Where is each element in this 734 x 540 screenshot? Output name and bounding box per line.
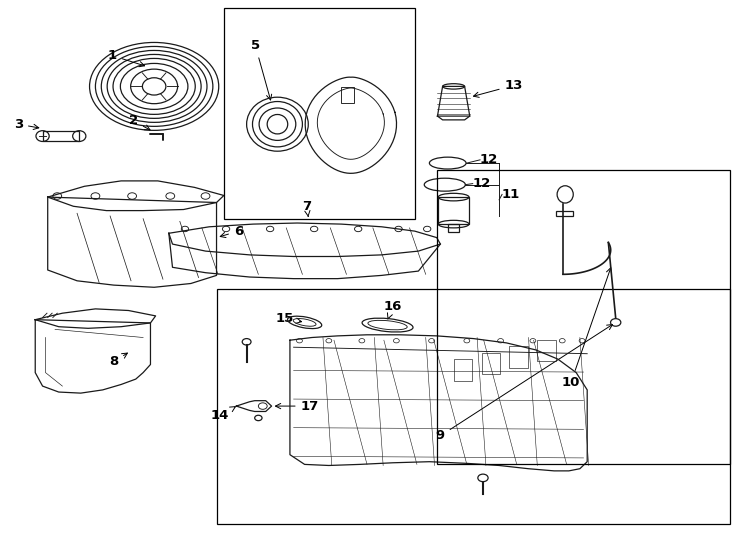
Bar <box>509 346 528 368</box>
Text: 12: 12 <box>480 153 498 166</box>
Text: 1: 1 <box>108 49 145 67</box>
Bar <box>556 211 573 216</box>
Bar <box>341 87 354 103</box>
Text: 11: 11 <box>502 188 520 201</box>
Text: 5: 5 <box>251 39 272 100</box>
Text: 14: 14 <box>211 407 236 422</box>
Bar <box>217 289 730 524</box>
Bar <box>437 170 730 464</box>
Bar <box>43 131 79 141</box>
Text: 7: 7 <box>302 200 311 217</box>
Text: 2: 2 <box>129 114 150 130</box>
Text: 13: 13 <box>473 79 523 97</box>
Text: 6: 6 <box>220 225 243 238</box>
Bar <box>537 340 556 361</box>
Text: 9: 9 <box>436 325 612 442</box>
Bar <box>448 224 459 232</box>
Bar <box>224 8 415 219</box>
Text: 3: 3 <box>14 118 39 131</box>
Text: 12: 12 <box>473 177 491 190</box>
Bar <box>438 197 469 224</box>
Bar <box>454 359 472 381</box>
Bar <box>482 353 500 374</box>
Text: 10: 10 <box>562 268 611 389</box>
Text: 8: 8 <box>109 353 128 368</box>
Text: 16: 16 <box>383 300 402 319</box>
Text: 15: 15 <box>276 312 302 325</box>
Text: 17: 17 <box>275 400 319 413</box>
